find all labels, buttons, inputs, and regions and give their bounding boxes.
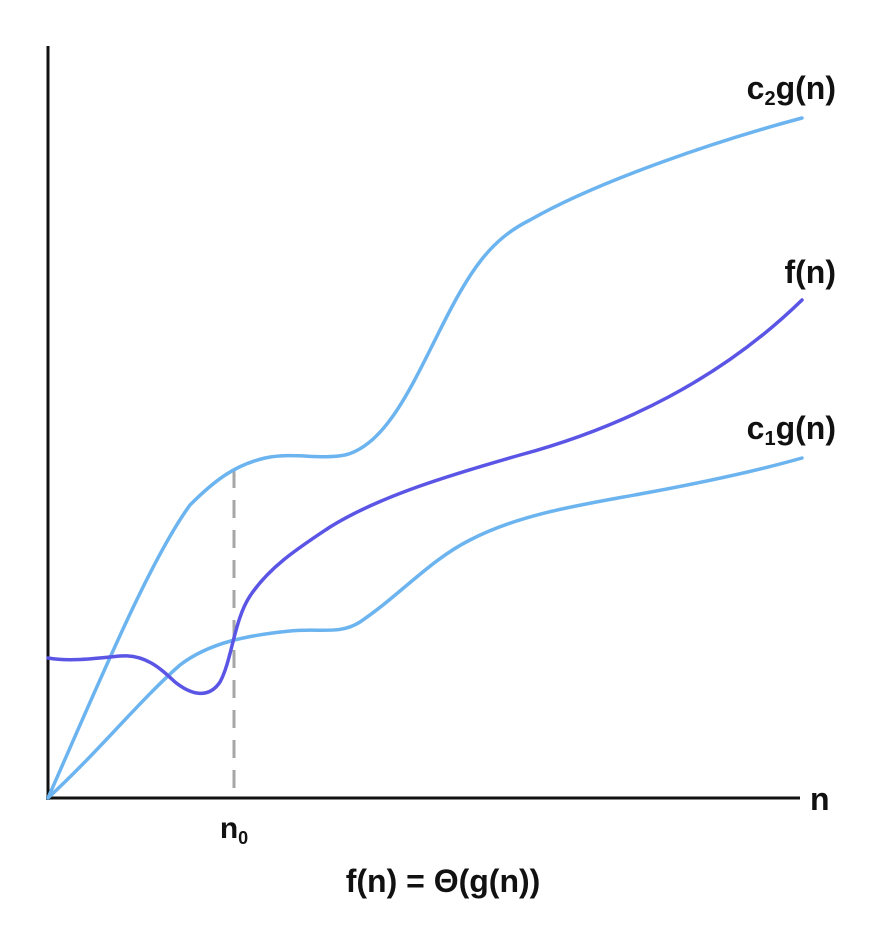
f-curve [46, 298, 804, 695]
f-label: f(n) [784, 254, 836, 290]
upper-bound-label: c2g(n) [747, 70, 836, 110]
threshold-label: n0 [220, 812, 248, 848]
upper-bound-curve [46, 116, 804, 800]
x-axis-label: n [810, 781, 830, 817]
caption: f(n) = Θ(g(n)) [346, 863, 541, 899]
lower-bound-curve [46, 456, 804, 800]
lower-bound-label: c1g(n) [747, 410, 836, 450]
